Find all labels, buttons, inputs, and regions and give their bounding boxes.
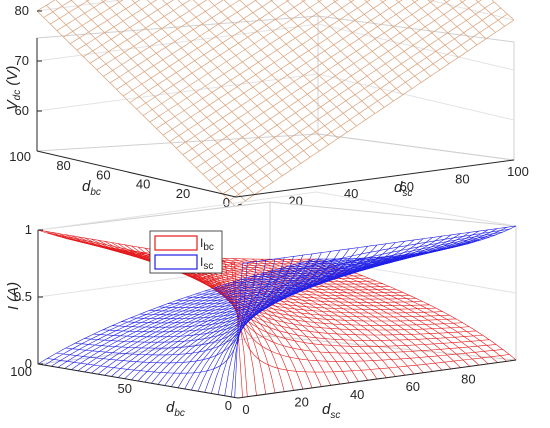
current-y-tick-label: 0 (225, 398, 232, 413)
current-z-tick-label: 0 (25, 356, 32, 371)
current-panes (37, 201, 517, 365)
current-x-tick-label: 80 (461, 372, 475, 387)
isc-mesh-line (278, 230, 480, 270)
vdc-floor-edge-back (317, 133, 515, 161)
current-y-axis-label: dbc (166, 399, 185, 419)
vdc-surface (36, 0, 515, 208)
vdc-y-tick-label: 100 (9, 149, 31, 164)
current-z-tick-labels: 00.51 (14, 222, 43, 371)
isc-mesh-line (64, 258, 343, 369)
vdc-y-tick-labels: 0 20 40 60 80 100 (9, 149, 230, 210)
vdc-x-axis-label: dsc (394, 179, 412, 199)
vdc-mesh-line (116, 0, 257, 90)
current-z-tick-label: 0.5 (14, 289, 32, 304)
vdc-z-tick-label: 60 (15, 103, 29, 118)
ibc-mesh-line (278, 259, 480, 366)
vdc-mesh-line (63, 0, 124, 38)
vdc-gridline-back (426, 0, 515, 21)
isc-mesh-line (71, 258, 350, 370)
vdc-mesh-line (411, 0, 468, 52)
isc-surface (37, 225, 517, 398)
isc-mesh-line (306, 227, 507, 262)
vdc-mesh-line (301, 0, 404, 96)
legend-label-ibc: Ibc (200, 236, 214, 253)
vdc-y-tick-label: 40 (136, 177, 150, 192)
vdc-mesh-line (123, 0, 274, 97)
vdc-x-tick-label: 60 (400, 179, 414, 194)
vdc-mesh-line (109, 0, 241, 84)
current-x-axis (237, 359, 517, 399)
isc-mesh-line (288, 229, 489, 267)
vdc-mesh-line (459, 0, 496, 33)
vdc-side-pane (36, 15, 319, 152)
vdc-gridline-back (317, 23, 515, 71)
current-x-tick-label: 0 (242, 402, 249, 417)
vdc-mesh-line (270, 0, 385, 108)
isc-mesh-line (44, 258, 323, 366)
vdc-mesh-line (136, 0, 306, 110)
current-x-tick-label: 20 (294, 394, 308, 409)
vdc-gridline-side (36, 73, 319, 112)
vdc-z-tick-label: 70 (15, 53, 29, 68)
current-x-tick-label: 60 (406, 379, 420, 394)
vdc-mesh-line (443, 0, 487, 39)
vdc-y-tick-label: 80 (56, 158, 70, 173)
ibc-mesh-line (288, 259, 489, 365)
vdc-mesh-line (364, 0, 441, 71)
current-x-axis-label: dsc (322, 401, 340, 421)
vdc-mesh-line (83, 0, 174, 57)
vdc-y-tick-label: 0 (223, 195, 230, 210)
vdc-y-axis (36, 150, 237, 198)
isc-mesh-line (297, 228, 498, 265)
current-y-axis (37, 363, 239, 399)
legend-swatch-isc (154, 254, 198, 270)
vdc-y-tick-label: 20 (176, 186, 190, 201)
current-z-axis-label: I (A) (5, 282, 22, 310)
current-gridline-side (37, 191, 317, 231)
current-x-tick-labels: 0 20 40 60 80 (242, 372, 475, 417)
current-z-tick-label: 1 (25, 222, 32, 237)
vdc-mesh-line (379, 0, 450, 64)
legend-swatch-ibc (154, 235, 198, 251)
isc-mesh-line (51, 258, 330, 367)
vdc-mesh-line (427, 0, 478, 46)
vdc-y-axis-label: dbc (82, 178, 101, 198)
isc-mesh-line (316, 225, 517, 260)
vdc-y-tick-label: 60 (96, 167, 110, 182)
vdc-mesh-line (317, 0, 413, 89)
vdc-mesh-line (76, 0, 158, 51)
current-y-tick-labels: 0 50 100 (10, 364, 232, 413)
vdc-z-axis-label: Vdc (V) (4, 66, 23, 111)
isc-mesh-line (37, 258, 317, 365)
vdc-gridline-back (317, 73, 515, 121)
vdc-chart: 60 70 80 0 20 40 60 80 100 0 20 40 60 80 100 Vdc (V)… (4, 0, 529, 216)
current-x-tick-label: 40 (350, 387, 364, 402)
vdc-mesh-line (395, 0, 459, 58)
vdc-mesh-line (70, 0, 141, 44)
vdc-mesh-line (103, 0, 224, 77)
vdc-mesh-line (129, 0, 290, 103)
vdc-mesh-line (285, 0, 394, 102)
current-y-tick-label: 100 (10, 364, 32, 379)
vdc-axes (36, 38, 515, 198)
vdc-gridline-side (36, 0, 125, 12)
vdc-x-tick-label: 100 (507, 164, 529, 179)
vdc-mesh-line (96, 0, 208, 71)
vdc-mesh-line (89, 0, 191, 64)
vdc-x-axis (235, 159, 515, 198)
isc-mesh-line (57, 258, 337, 368)
vdc-mesh-line (348, 0, 431, 77)
legend-label-isc: Isc (200, 255, 213, 272)
vdc-z-tick-labels: 60 70 80 (15, 3, 42, 118)
vdc-x-tick-label: 80 (455, 171, 469, 186)
current-gridline-back (315, 191, 517, 227)
vdc-mesh-line (332, 0, 422, 83)
legend: Ibc Isc (149, 230, 223, 274)
current-gridlines (37, 191, 517, 298)
vdc-mesh-line (56, 0, 107, 31)
vdc-z-tick-label: 80 (15, 3, 29, 18)
current-y-tick-label: 50 (118, 381, 132, 396)
